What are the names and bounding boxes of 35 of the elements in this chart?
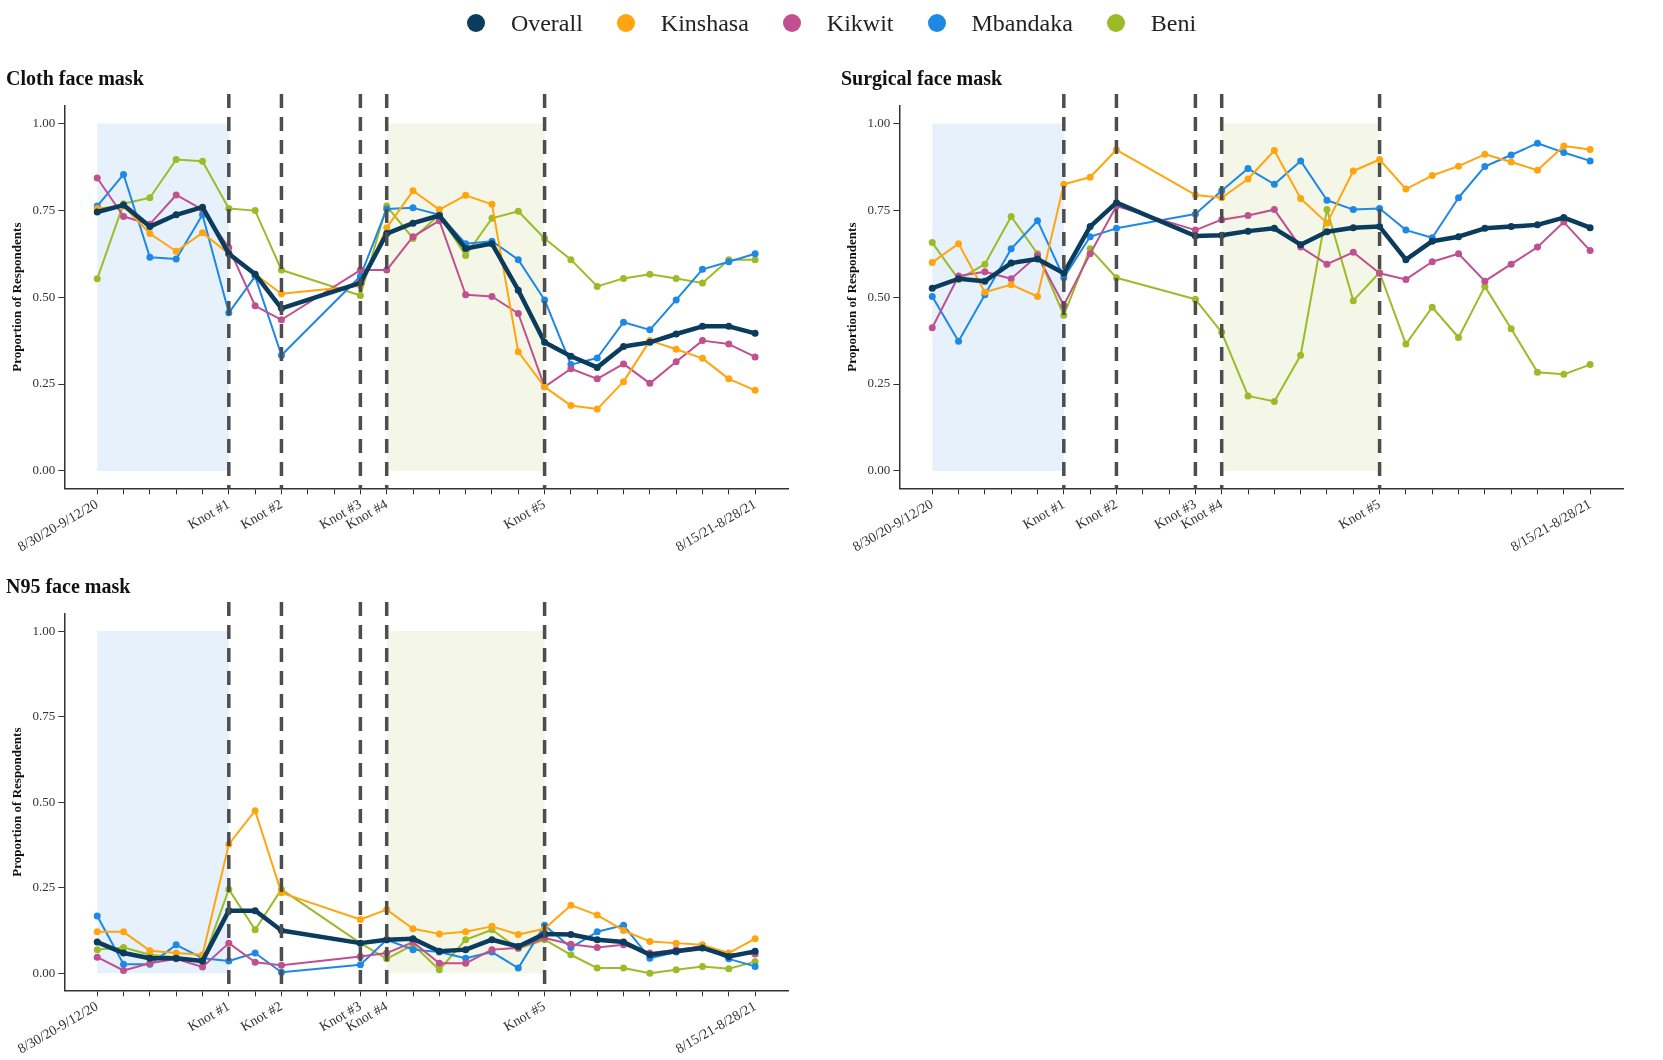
legend-label: Kinshasa	[660, 9, 749, 37]
x-tick-label: Knot #5	[501, 998, 548, 1035]
y-axis-title: Proportion of Respondents	[9, 222, 25, 372]
y-tick-label: 0.50	[867, 288, 891, 304]
y-tick-label: 0.00	[867, 462, 891, 478]
x-tick-label: Knot #2	[237, 998, 285, 1035]
chart-title: Cloth face mask	[6, 67, 145, 90]
y-tick-label: 0.25	[867, 375, 891, 391]
y-tick-label: 0.50	[32, 793, 56, 809]
x-tick-label: Knot #2	[237, 496, 285, 533]
y-axis-title: Proportion of Respondents	[9, 727, 25, 877]
x-tick-label: Knot #5	[1336, 496, 1383, 533]
y-tick-label: 0.25	[32, 879, 56, 895]
legend-label: Overall	[510, 9, 583, 37]
x-tick-label: Knot #1	[185, 496, 233, 533]
y-axis-title: Proportion of Respondents	[844, 222, 860, 372]
legend-label: Beni	[1150, 9, 1197, 37]
y-tick-label: 1.00	[867, 114, 891, 130]
x-tick-label: Knot #5	[501, 496, 548, 533]
y-tick-label: 0.50	[32, 288, 56, 304]
y-tick-label: 0.75	[867, 201, 891, 217]
x-tick-label: Knot #1	[185, 998, 233, 1035]
chart-title: N95 face mask	[6, 575, 132, 598]
x-tick-label: Knot #1	[1020, 496, 1068, 533]
y-tick-label: 0.75	[32, 708, 56, 724]
chart-title: Surgical face mask	[841, 67, 1003, 91]
y-tick-label: 0.75	[32, 201, 56, 217]
y-tick-label: 0.25	[32, 375, 56, 391]
y-tick-label: 1.00	[32, 114, 56, 130]
y-tick-label: 1.00	[32, 622, 56, 638]
legend-label: Kikwit	[826, 9, 894, 37]
legend-label: Mbandaka	[971, 9, 1073, 37]
y-tick-label: 0.00	[32, 964, 56, 980]
x-tick-label: Knot #2	[1072, 496, 1120, 533]
y-tick-label: 0.00	[32, 462, 56, 478]
